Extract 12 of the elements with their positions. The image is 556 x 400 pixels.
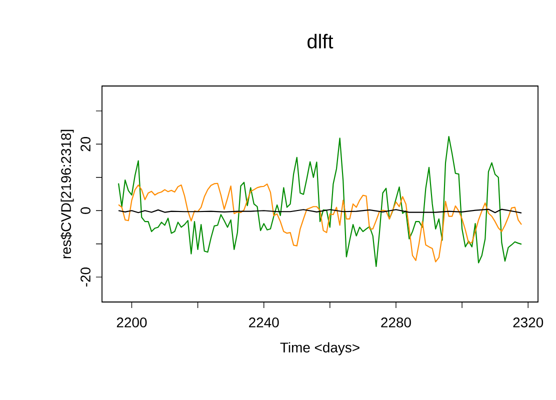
y-axis-title: res$CVD[2196:2318] [60, 130, 74, 258]
y-tick-label: 20 [80, 136, 90, 152]
x-tick-label: 2320 [513, 318, 544, 328]
x-axis-title: Time <days> [280, 342, 360, 356]
chart-title: dlft [308, 34, 334, 48]
line-series [118, 182, 522, 262]
x-tick-label: 2240 [249, 318, 279, 328]
y-tick-label: 0 [80, 207, 90, 214]
x-tick-label: 2280 [381, 318, 411, 328]
y-tick-label: -20 [80, 268, 90, 287]
x-tick-label: 2200 [116, 318, 147, 328]
line-series [118, 136, 522, 267]
